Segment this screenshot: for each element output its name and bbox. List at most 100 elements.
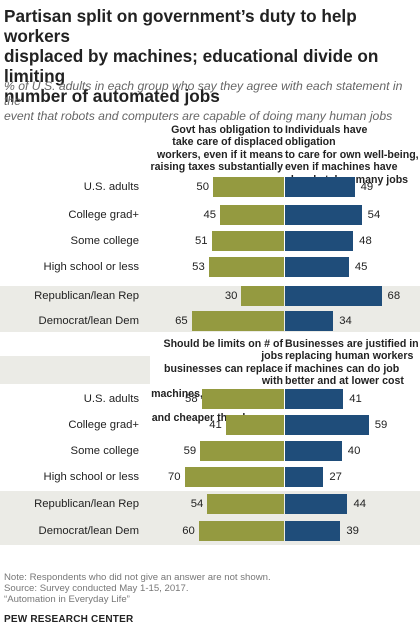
left-bar: [220, 205, 284, 225]
category-label: Democrat/lean Dem: [38, 525, 139, 537]
title-line: number of automated jobs: [4, 86, 220, 106]
category-label: High school or less: [43, 261, 139, 273]
category-label: Some college: [70, 445, 139, 457]
title-line: Partisan split on government’s duty to h…: [4, 6, 357, 46]
category-label: College grad+: [68, 209, 139, 221]
bar-row: Republican/lean Rep 54 44: [0, 494, 420, 514]
series-label-line: Govt has obligation to: [171, 124, 283, 136]
right-value-label: 54: [367, 209, 381, 221]
left-value-label: 45: [203, 209, 217, 221]
left-bar: [198, 521, 284, 541]
left-bar: [241, 286, 284, 306]
right-value-label: 39: [346, 525, 359, 537]
right-bar: [285, 177, 355, 197]
right-bar: [285, 231, 354, 251]
source-credit: PEW RESEARCH CENTER: [4, 614, 134, 625]
left-bar: [200, 441, 284, 461]
right-value-label: 49: [360, 181, 374, 193]
panel2-left-series-label: Should be limits on # of jobs businesses…: [150, 338, 283, 425]
footnote-line: “Automation in Everyday Life”: [4, 594, 130, 606]
left-value-label: 41: [209, 419, 222, 431]
right-bar: [285, 415, 369, 435]
category-label: U.S. adults: [83, 393, 139, 405]
right-value-label: 68: [387, 290, 401, 302]
left-value-label: 70: [168, 471, 181, 483]
category-label: U.S. adults: [83, 181, 139, 193]
bar-row: Some college 59 40: [0, 441, 420, 461]
bar-row: College grad+ 45 54: [0, 205, 420, 225]
footnote: Note: Respondents who did not give an an…: [4, 572, 271, 606]
chart-subtitle: % of U.S. adults in each group who say t…: [4, 79, 418, 124]
left-bar: [208, 257, 284, 277]
left-value-label: 51: [195, 235, 208, 247]
left-value-label: 60: [182, 525, 195, 537]
bar-row: Some college 51 48: [0, 231, 420, 251]
left-value-label: 58: [185, 393, 198, 405]
chart-title: Partisan split on government’s duty to h…: [4, 6, 416, 106]
right-value-label: 27: [329, 471, 342, 483]
right-bar: [285, 494, 348, 514]
right-value-label: 59: [374, 419, 388, 431]
category-label: Republican/lean Rep: [34, 290, 139, 302]
series-label-line: Individuals have obligation: [285, 124, 368, 149]
left-bar: [201, 389, 284, 409]
category-label: Democrat/lean Dem: [38, 315, 139, 327]
right-bar: [285, 286, 382, 306]
left-value-label: 59: [183, 445, 197, 457]
left-value-label: 65: [175, 315, 188, 327]
category-label: High school or less: [43, 471, 139, 483]
series-label-line: businesses can replace with: [164, 362, 283, 388]
panel2-right-series-label: Businesses are justified in replacing hu…: [285, 338, 419, 388]
series-label-line: better and at lower cost: [285, 375, 404, 388]
bar-row: Democrat/lean Dem 65 34: [0, 311, 420, 331]
bar-row: College grad+ 41 59: [0, 415, 420, 435]
right-bar: [285, 389, 344, 409]
bar-row: Republican/lean Rep 30 68: [0, 286, 420, 306]
left-bar: [184, 467, 284, 487]
panel1-right-series-label: Individuals have obligation to care for …: [285, 124, 419, 186]
right-value-label: 34: [339, 315, 352, 327]
series-label-line: take care of displaced: [172, 136, 283, 149]
category-label: College grad+: [68, 419, 139, 431]
right-value-label: 41: [349, 393, 362, 405]
series-label-line: Should be limits on # of jobs: [163, 338, 283, 363]
left-bar: [211, 231, 284, 251]
right-bar: [285, 205, 362, 225]
right-value-label: 44: [353, 498, 367, 510]
series-label-line: if machines can do job: [285, 362, 400, 375]
series-label-line: raising taxes substantially: [150, 161, 283, 174]
bar-row: Democrat/lean Dem 60 39: [0, 521, 420, 541]
left-value-label: 53: [192, 261, 205, 273]
left-value-label: 54: [190, 498, 204, 510]
category-label: Some college: [70, 235, 139, 247]
left-bar: [191, 311, 284, 331]
left-value-label: 30: [224, 290, 238, 302]
subtitle-line: % of U.S. adults in each group who say t…: [4, 79, 403, 108]
right-value-label: 45: [354, 261, 368, 273]
bar-row: High school or less 70 27: [0, 467, 420, 487]
panel2-header-band: [0, 356, 150, 384]
left-bar: [207, 494, 284, 514]
right-bar: [285, 257, 349, 277]
right-bar: [285, 467, 324, 487]
bar-row: U.S. adults 50 49: [0, 177, 420, 197]
panel1-left-series-label: Govt has obligation to take care of disp…: [150, 124, 283, 174]
series-label-line: to care for own well-being,: [285, 148, 419, 161]
right-value-label: 40: [347, 445, 361, 457]
right-bar: [285, 521, 341, 541]
bar-row: High school or less 53 45: [0, 257, 420, 277]
series-label-line: even if machines have: [285, 161, 398, 174]
right-bar: [285, 441, 342, 461]
bar-row: U.S. adults 58 41: [0, 389, 420, 409]
series-label-line: workers, even if it means: [156, 148, 283, 161]
left-bar: [213, 177, 284, 197]
footnote-line: Source: Survey conducted May 1-15, 2017.: [4, 583, 189, 595]
series-label-line: Businesses are justified in: [285, 338, 419, 350]
footnote-line: Note: Respondents who did not give an an…: [4, 572, 271, 583]
category-label: Republican/lean Rep: [34, 498, 139, 510]
subtitle-line: event that robots and computers are capa…: [4, 109, 393, 123]
right-bar: [285, 311, 334, 331]
series-label-line: replacing human workers: [285, 350, 414, 363]
left-bar: [225, 415, 284, 435]
right-value-label: 48: [359, 235, 372, 247]
